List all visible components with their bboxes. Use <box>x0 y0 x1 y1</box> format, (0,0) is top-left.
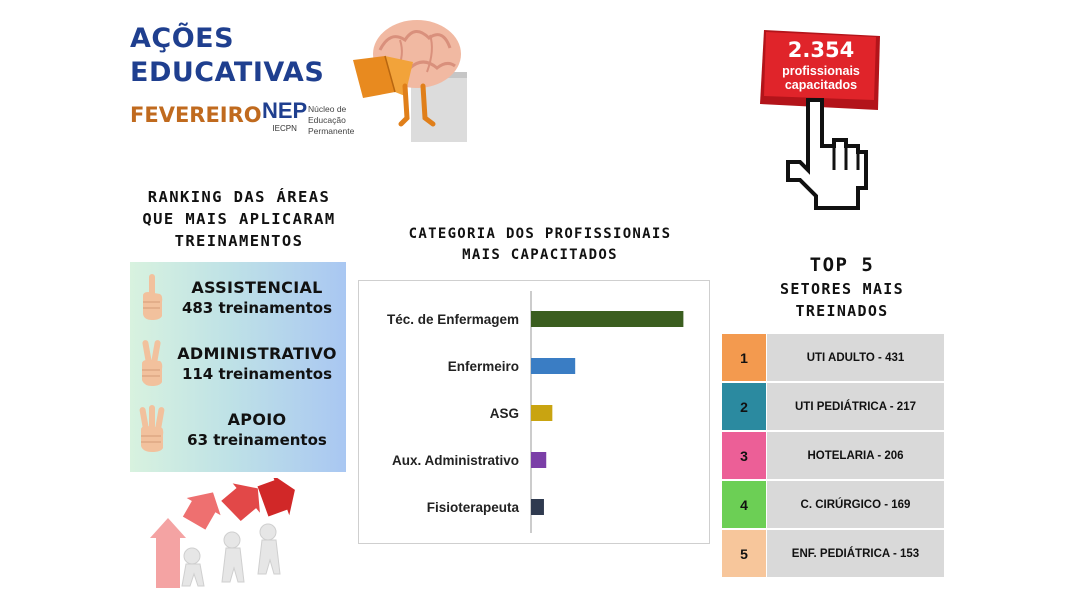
top5-title: TOP 5 SETORES MAIS TREINADOS <box>722 252 962 322</box>
top5-row: 1 UTI ADULTO - 431 <box>722 334 944 381</box>
chart-bar <box>531 452 547 468</box>
ranking-item-text: ADMINISTRATIVO 114 treinamentos <box>168 344 346 384</box>
chart-category-label: Enfermeiro <box>448 359 519 374</box>
counter-badge <box>760 30 880 110</box>
ranking-item-text: APOIO 63 treinamentos <box>168 410 346 450</box>
top5-rank-cell: 1 <box>722 334 766 381</box>
pointing-hand-icon <box>786 98 868 210</box>
title-line-2: EDUCATIVAS <box>130 57 325 88</box>
ranking-item-count: 63 treinamentos <box>187 431 327 449</box>
top5-row: 2 UTI PEDIÁTRICA - 217 <box>722 383 944 430</box>
chart-bar <box>531 499 544 515</box>
ranking-item: ADMINISTRATIVO 114 treinamentos <box>130 334 346 394</box>
three-finger-hand-icon <box>139 405 165 452</box>
ranking-item: ASSISTENCIAL 483 treinamentos <box>130 268 346 328</box>
ranking-item-name: ASSISTENCIAL <box>191 278 323 297</box>
chart-title: CATEGORIA DOS PROFISSIONAIS MAIS CAPACIT… <box>398 224 682 266</box>
top5-rank-cell: 5 <box>722 530 766 577</box>
month-label: FEVEREIRO <box>130 103 262 127</box>
nep-desc-line-3: Permanente <box>308 126 355 136</box>
ranking-item-count: 483 treinamentos <box>181 299 333 317</box>
one-finger-hand-icon <box>143 274 163 320</box>
ranking-title-line-1: RANKING DAS ÁREAS <box>147 188 331 206</box>
chart-category-label: ASG <box>490 406 519 421</box>
top5-label-cell: C. CIRÚRGICO - 169 <box>767 481 944 528</box>
top5-heading: TOP 5 <box>809 254 875 276</box>
ranking-item-name: APOIO <box>227 410 287 429</box>
top5-label-cell: UTI ADULTO - 431 <box>767 334 944 381</box>
top5-row: 5 ENF. PEDIÁTRICA - 153 <box>722 530 944 577</box>
nep-desc-line-2: Educação <box>308 115 346 125</box>
top5-row: 4 C. CIRÚRGICO - 169 <box>722 481 944 528</box>
top5-rank-cell: 3 <box>722 432 766 479</box>
counter-label-line-1: profissionais <box>782 64 860 78</box>
top5-rank-cell: 4 <box>722 481 766 528</box>
chart-bar <box>531 311 684 327</box>
chart-panel: Téc. de Enfermagem Enfermeiro ASG Aux. Admi… <box>358 280 710 544</box>
ranking-item: APOIO 63 treinamentos <box>130 400 346 460</box>
people-lifting-arrows-illustration <box>150 478 295 588</box>
top5-subtitle-line-2: TREINADOS <box>795 302 889 320</box>
top5-label-cell: ENF. PEDIÁTRICA - 153 <box>767 530 944 577</box>
title-line-1: AÇÕES <box>130 23 235 54</box>
ranking-title-line-2: QUE MAIS APLICARAM <box>142 210 336 228</box>
chart-category-label: Fisioterapeuta <box>427 500 520 515</box>
nep-description: Núcleo de Educação Permanente <box>308 104 354 137</box>
ranking-item-text: ASSISTENCIAL 483 treinamentos <box>168 278 346 318</box>
chart-bar <box>531 358 576 374</box>
counter-label-line-2: capacitados <box>784 78 858 92</box>
ranking-title: RANKING DAS ÁREAS QUE MAIS APLICARAM TRE… <box>128 186 350 252</box>
chart-bar <box>531 405 553 421</box>
nep-logo-sub: IECPN <box>272 124 297 133</box>
top5-subtitle: SETORES MAIS TREINADOS <box>722 278 962 322</box>
counter-label: profissionais capacitados <box>758 64 884 92</box>
chart-category-label: Aux. Administrativo <box>392 453 519 468</box>
top5-label-cell: HOTELARIA - 206 <box>767 432 944 479</box>
ranking-item-name: ADMINISTRATIVO <box>177 344 337 363</box>
nep-logo-mark: NEP <box>262 98 308 123</box>
page-title: AÇÕES EDUCATIVAS <box>130 22 324 90</box>
ranking-panel: ASSISTENCIAL 483 treinamentos ADMINISTRA… <box>130 262 346 472</box>
chart-title-line-1: CATEGORIA DOS PROFISSIONAIS <box>408 226 672 242</box>
ranking-title-line-3: TREINAMENTOS <box>174 232 304 250</box>
nep-logo: NEP IECPN <box>262 98 308 134</box>
top5-subtitle-line-1: SETORES MAIS <box>780 280 904 298</box>
two-finger-hand-icon <box>142 340 163 386</box>
top5-row: 3 HOTELARIA - 206 <box>722 432 944 479</box>
chart-title-line-2: MAIS CAPACITADOS <box>462 247 618 263</box>
nep-desc-line-1: Núcleo de <box>308 104 347 114</box>
top5-table: 1 UTI ADULTO - 431 2 UTI PEDIÁTRICA - 217 3 H… <box>722 334 944 579</box>
top5-label-cell: UTI PEDIÁTRICA - 217 <box>767 383 944 430</box>
top5-rank-cell: 2 <box>722 383 766 430</box>
brain-reading-book-illustration <box>353 20 467 142</box>
chart-category-label: Téc. de Enfermagem <box>387 312 519 327</box>
ranking-item-count: 114 treinamentos <box>181 365 333 383</box>
counter-number: 2.354 <box>787 38 855 62</box>
bar-chart: Téc. de Enfermagem Enfermeiro ASG Aux. Admi… <box>387 291 684 533</box>
